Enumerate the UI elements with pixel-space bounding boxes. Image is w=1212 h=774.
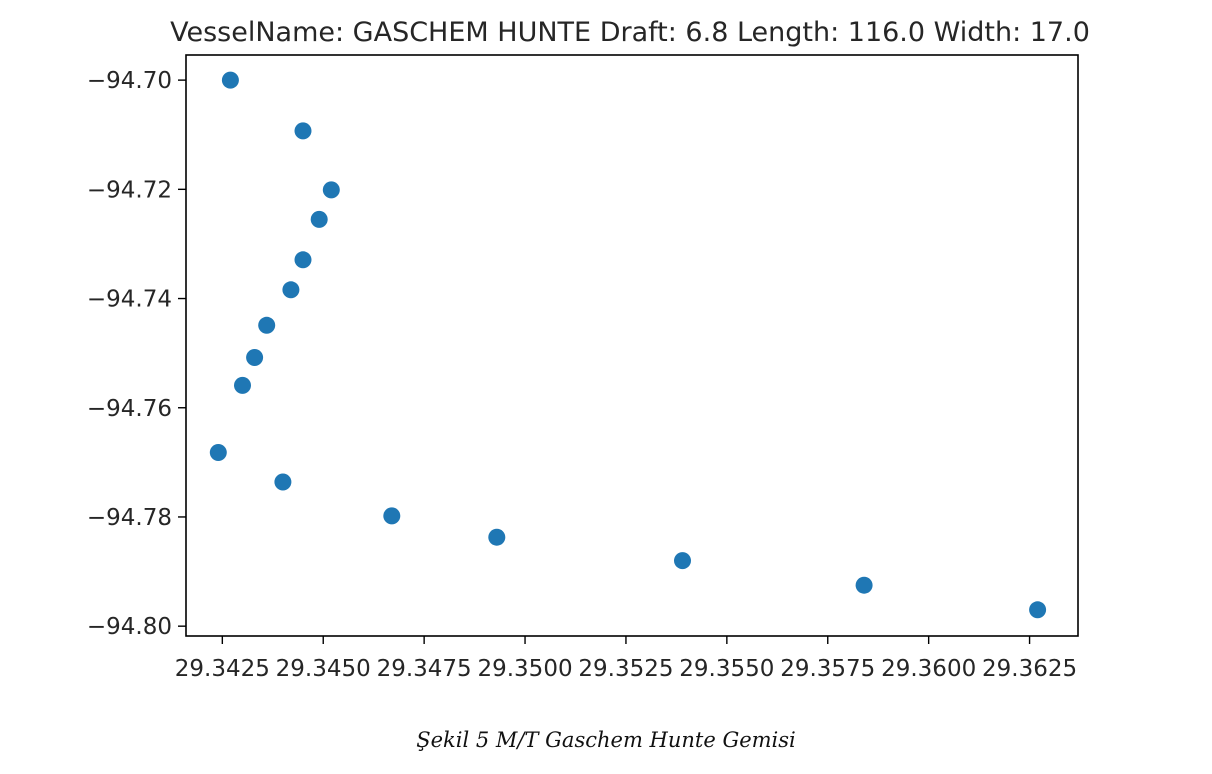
- x-tick-label: 29.3450: [276, 656, 371, 682]
- plot-frame: [185, 54, 1079, 637]
- y-tick-label: −94.72: [87, 177, 172, 203]
- x-tick-label: 29.3550: [679, 656, 774, 682]
- scatter-point-9: [234, 376, 251, 394]
- scatter-point-10: [209, 444, 227, 461]
- y-tick-label: −94.74: [87, 287, 172, 313]
- scatter-point-11: [274, 473, 292, 491]
- y-tick-label: −94.76: [87, 396, 172, 422]
- scatter-point-7: [258, 316, 276, 334]
- scatter-point-14: [674, 552, 691, 570]
- scatter-point-1: [221, 71, 239, 89]
- y-tick-label: −94.78: [87, 505, 172, 531]
- scatter-point-3: [322, 181, 340, 199]
- y-tick-label: −94.80: [87, 614, 172, 640]
- x-tick-label: 29.3575: [780, 656, 875, 682]
- x-tick-label: 29.3525: [578, 656, 673, 682]
- x-tick-label: 29.3425: [175, 656, 270, 682]
- chart-title: VesselName: GASCHEM HUNTE Draft: 6.8 Len…: [170, 17, 1090, 48]
- scatter-point-8: [246, 349, 264, 366]
- scatter-point-5: [294, 251, 312, 269]
- scatter-points: [209, 71, 1047, 619]
- scatter-point-16: [1029, 601, 1047, 619]
- x-tick-label: 29.3625: [982, 656, 1077, 682]
- y-tick-label: −94.70: [87, 68, 172, 94]
- x-tick-label: 29.3475: [377, 656, 472, 682]
- scatter-point-13: [488, 528, 506, 546]
- figure-caption: Şekil 5 M/T Gaschem Hunte Gemisi: [416, 728, 796, 752]
- scatter-point-4: [310, 210, 328, 228]
- scatter-point-15: [855, 576, 873, 594]
- x-tick-label: 29.3500: [477, 656, 572, 682]
- scatter-point-6: [282, 281, 300, 299]
- scatter-point-2: [294, 122, 312, 140]
- x-tick-label: 29.3600: [881, 656, 976, 682]
- scatter-point-12: [383, 507, 401, 525]
- scatter-chart: VesselName: GASCHEM HUNTE Draft: 6.8 Len…: [87, 17, 1090, 682]
- axes: 29.3425 29.3450 29.3475 29.3500 29.3525 29.35…: [87, 54, 1079, 682]
